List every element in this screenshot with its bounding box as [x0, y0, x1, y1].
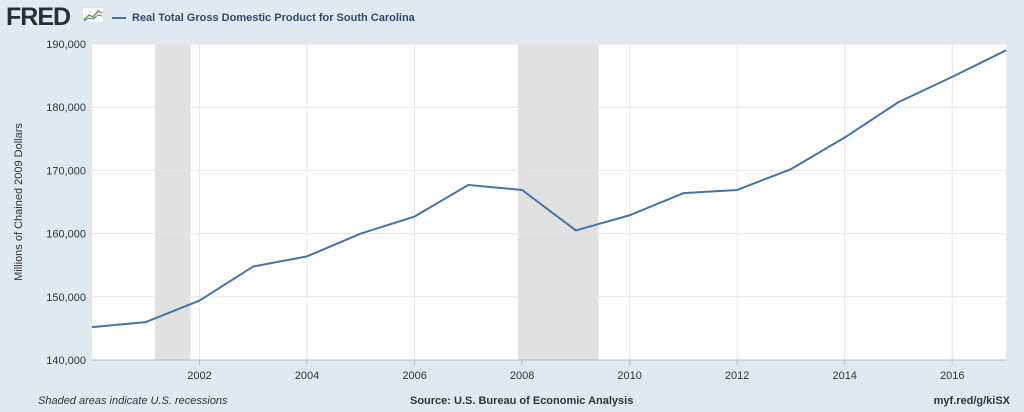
fred-logo[interactable]: FRED	[6, 3, 71, 31]
data-point[interactable]	[304, 253, 310, 259]
line-chart[interactable]: 140,000 150,000 160,000 170,000 180,000 190,0…	[0, 30, 1024, 392]
chart-footer: Shaded areas indicate U.S. recessions So…	[0, 394, 1024, 410]
y-tick-label: 190,000	[46, 39, 86, 51]
legend-series-label: Real Total Gross Domestic Product for So…	[132, 12, 415, 24]
y-tick-label: 160,000	[46, 229, 86, 241]
x-tick-label: 2016	[940, 370, 964, 382]
data-point[interactable]	[573, 227, 579, 233]
x-tick-label: 2002	[187, 370, 211, 382]
x-tick-label: 2012	[725, 370, 749, 382]
data-point[interactable]	[1003, 47, 1009, 53]
y-tick-label: 170,000	[46, 165, 86, 177]
x-tick-label: 2006	[402, 370, 426, 382]
data-point[interactable]	[358, 231, 364, 237]
data-point[interactable]	[197, 298, 203, 304]
legend-series-swatch	[112, 17, 126, 19]
y-axis-label: Millions of Chained 2009 Dollars	[13, 123, 25, 281]
chart-legend[interactable]: Real Total Gross Domestic Product for So…	[112, 8, 415, 28]
data-point[interactable]	[734, 187, 740, 193]
short-url-link[interactable]: myf.red/g/kiSX	[933, 395, 1010, 407]
source-credit: Source: U.S. Bureau of Economic Analysis	[410, 395, 634, 407]
data-point[interactable]	[143, 319, 149, 325]
y-tick-label: 140,000	[46, 355, 86, 367]
y-tick-label: 180,000	[46, 102, 86, 114]
data-point[interactable]	[465, 182, 471, 188]
chart-header: FRED Real Total Gross Domestic Product f…	[0, 0, 1024, 36]
line-graph-icon	[82, 7, 104, 23]
series-line[interactable]	[91, 49, 1007, 329]
data-point[interactable]	[89, 324, 95, 330]
data-point[interactable]	[519, 187, 525, 193]
data-point[interactable]	[680, 190, 686, 196]
data-point[interactable]	[949, 74, 955, 80]
recession-band	[517, 44, 599, 360]
data-point[interactable]	[627, 212, 633, 218]
x-tick-label: 2004	[295, 370, 319, 382]
y-tick-label: 150,000	[46, 292, 86, 304]
data-point[interactable]	[412, 214, 418, 220]
data-point[interactable]	[842, 135, 848, 141]
data-point[interactable]	[250, 263, 256, 269]
recession-band	[154, 44, 191, 360]
data-point[interactable]	[895, 99, 901, 105]
recessions-note: Shaded areas indicate U.S. recessions	[38, 395, 228, 407]
x-tick-label: 2010	[617, 370, 641, 382]
x-tick-label: 2014	[832, 370, 856, 382]
data-point[interactable]	[788, 166, 794, 172]
x-tick-label: 2008	[510, 370, 534, 382]
